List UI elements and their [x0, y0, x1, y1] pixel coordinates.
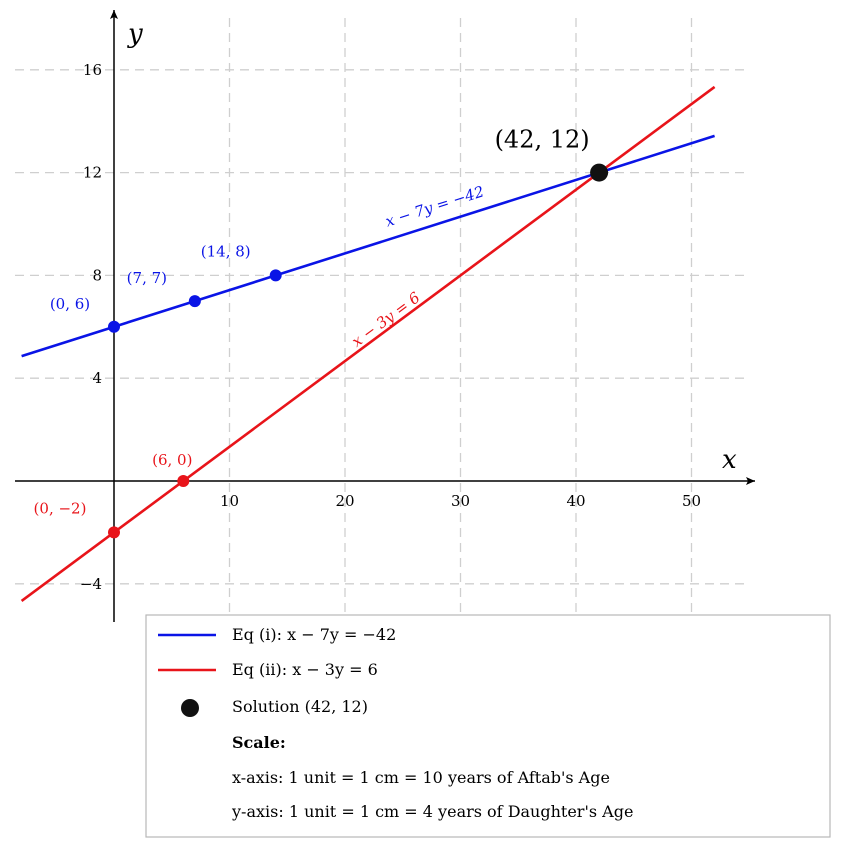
data-point-label: (0, 6)	[50, 295, 90, 313]
data-point	[177, 475, 190, 487]
y-axis-title: y	[127, 19, 143, 49]
x-tick-label: 40	[566, 492, 585, 510]
axes-layer: 10 20 30 40 50 −4 4 8 12 16 y x	[15, 10, 755, 622]
y-tick-label: −4	[80, 575, 102, 593]
legend-dot-swatch	[181, 699, 199, 717]
data-point	[188, 295, 201, 308]
legend-entry-label: Solution (42, 12)	[232, 697, 368, 716]
line-equation-label: x − 3y = 6	[348, 288, 424, 351]
x-tick-label: 10	[220, 492, 239, 510]
x-tick-label: 30	[451, 492, 470, 510]
legend-scale-x: x-axis: 1 unit = 1 cm = 10 years of Afta…	[232, 768, 610, 787]
x-tick-label: 50	[682, 492, 701, 510]
labels-layer: (0, 6) (7, 7) (14, 8) x − 7y = −42 (0, −2) (6…	[34, 126, 609, 539]
data-point-label: (7, 7)	[127, 269, 167, 287]
grid-layer	[15, 18, 750, 622]
solution-point	[590, 163, 609, 182]
y-axis-arrow-icon	[110, 10, 118, 19]
legend-entry-label: Eq (i): x − 7y = −42	[232, 625, 396, 644]
data-point	[269, 269, 282, 282]
data-point	[108, 320, 120, 333]
data-point-label: (0, −2)	[34, 499, 87, 517]
legend-scale-y: y-axis: 1 unit = 1 cm = 4 years of Daugh…	[231, 802, 633, 821]
data-point	[108, 526, 120, 539]
y-tick-label: 8	[92, 266, 102, 284]
x-axis-arrow-icon	[746, 477, 755, 485]
data-point-label: (14, 8)	[201, 242, 251, 260]
x-tick-label: 20	[335, 492, 354, 510]
x-axis-title: x	[722, 445, 737, 475]
legend-scale-title: Scale:	[232, 733, 286, 752]
legend: Eq (i): x − 7y = −42 Eq (ii): x − 3y = 6 S…	[145, 614, 831, 838]
data-point-label: (6, 0)	[152, 451, 192, 469]
y-tick-label: 12	[83, 164, 102, 182]
legend-entry-label: Eq (ii): x − 3y = 6	[232, 660, 378, 679]
y-tick-label: 4	[92, 369, 102, 387]
line-equation-label: x − 7y = −42	[383, 182, 486, 230]
y-tick-label: 16	[83, 61, 102, 79]
solution-label: (42, 12)	[495, 126, 590, 154]
legend-box	[145, 614, 831, 838]
